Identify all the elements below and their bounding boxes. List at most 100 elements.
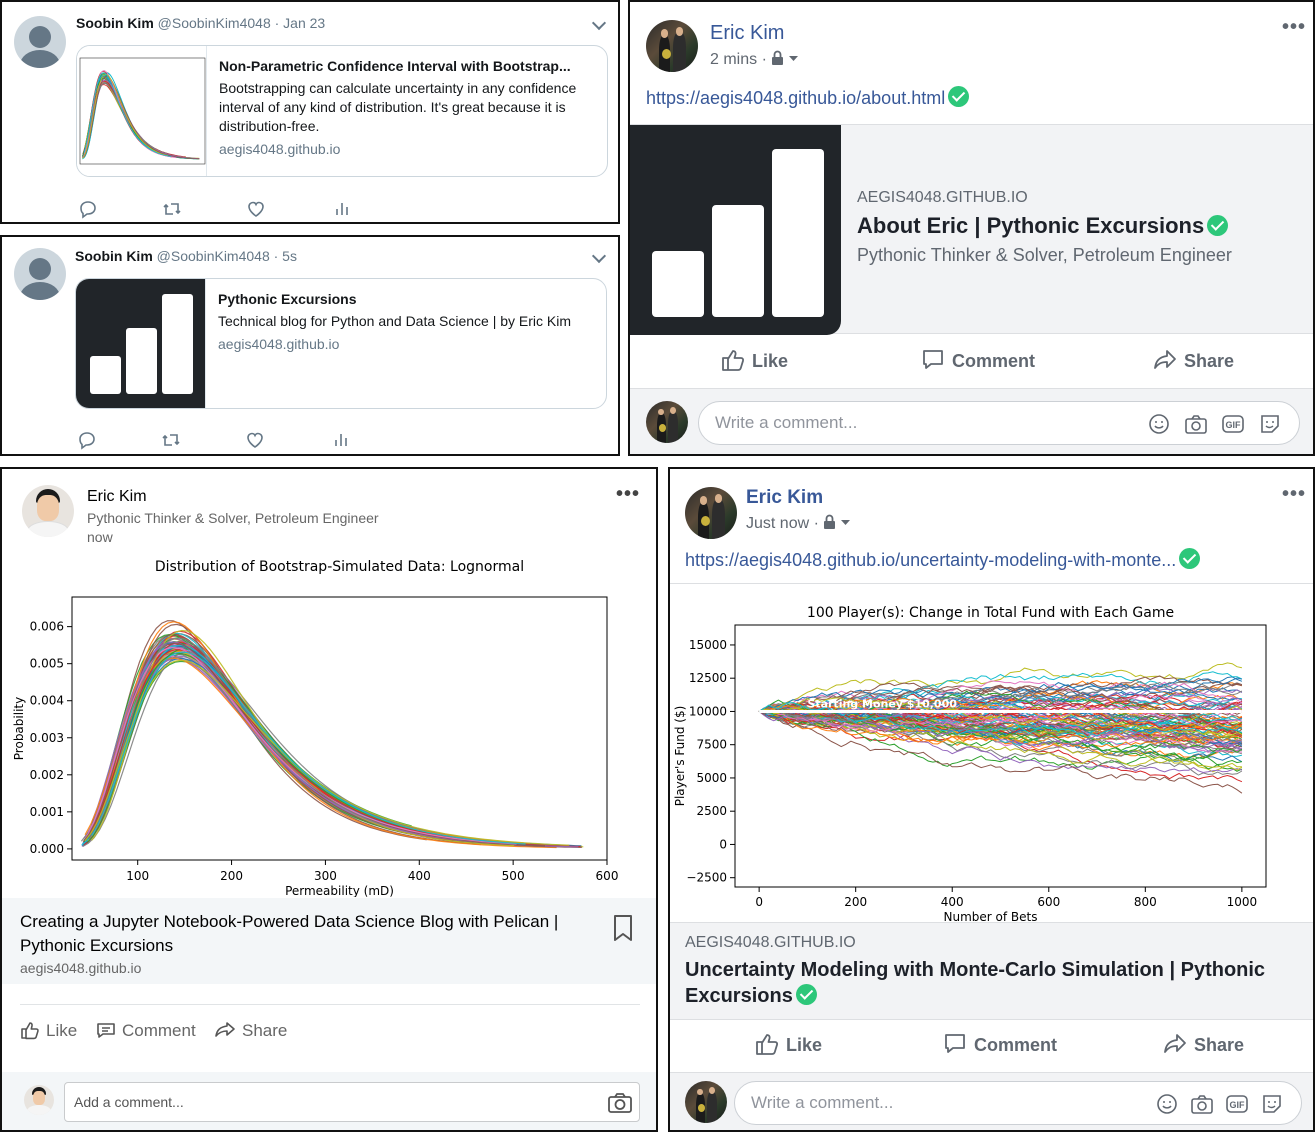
starting-money-annotation: Starting Money $10,000 <box>807 697 957 710</box>
verified-check-icon <box>1207 215 1229 236</box>
simulation-line <box>758 710 1243 794</box>
y-tick-label: 0.002 <box>30 768 64 782</box>
y-tick-label: 0.006 <box>30 620 64 634</box>
series-line <box>85 649 577 847</box>
tweet-timestamp[interactable]: · Jan 23 <box>274 15 326 31</box>
like-button[interactable]: Like <box>754 1031 822 1057</box>
more-options-icon[interactable]: ••• <box>616 483 641 505</box>
post-timestamp[interactable]: 2 mins · <box>710 51 767 68</box>
bootstrap-chart-thumbnail <box>77 46 206 176</box>
site-logo-thumbnail <box>630 125 841 335</box>
lock-icon[interactable] <box>823 514 853 530</box>
heart-icon[interactable] <box>245 430 265 450</box>
default-avatar-icon[interactable] <box>14 16 66 68</box>
post-author-name[interactable]: Eric Kim <box>746 487 824 508</box>
retweet-icon[interactable] <box>162 199 182 219</box>
post-timestamp[interactable]: Just now · <box>746 515 819 532</box>
share-button[interactable]: Share <box>214 1020 287 1041</box>
verified-check-icon <box>948 86 970 107</box>
camera-icon[interactable] <box>1184 412 1208 436</box>
emoji-icon[interactable] <box>1147 412 1171 436</box>
series-line <box>87 646 584 848</box>
camera-icon[interactable] <box>1190 1092 1214 1116</box>
series-line <box>88 621 557 849</box>
comment-button[interactable]: Comment <box>96 1020 196 1041</box>
author-avatar[interactable] <box>685 487 737 539</box>
series-line <box>90 633 413 836</box>
heart-icon[interactable] <box>246 199 266 219</box>
bootstrap-lognormal-chart: Distribution of Bootstrap-Simulated Data… <box>12 559 619 897</box>
y-tick-label: −2500 <box>686 871 727 885</box>
tweet-author-name[interactable]: Soobin Kim <box>76 15 154 31</box>
x-tick-label: 0 <box>755 895 763 909</box>
tweet-panel-1: Soobin Kim @SoobinKim4048 · Jan 23 Non-P… <box>0 0 620 224</box>
emoji-icon[interactable] <box>1155 1092 1179 1116</box>
comment-button[interactable]: Comment <box>942 1031 1057 1057</box>
default-avatar-icon[interactable] <box>14 248 66 300</box>
chart-title: 100 Player(s): Change in Total Fund with… <box>807 605 1174 621</box>
series-line <box>91 623 481 846</box>
tweet-timestamp[interactable]: · 5s <box>273 248 297 264</box>
camera-icon[interactable] <box>607 1091 633 1115</box>
series-line <box>91 643 582 848</box>
article-link-card[interactable]: Creating a Jupyter Notebook-Powered Data… <box>2 898 656 984</box>
y-tick-label: 0.001 <box>30 805 64 819</box>
lock-icon[interactable] <box>771 50 801 66</box>
like-button[interactable]: Like <box>720 347 788 373</box>
tweet-author-name[interactable]: Soobin Kim <box>75 248 153 264</box>
commenter-avatar <box>685 1081 727 1123</box>
tweet-panel-2: Soobin Kim @SoobinKim4048 · 5s Pythonic … <box>0 235 620 456</box>
reply-icon[interactable] <box>78 199 98 219</box>
comment-button[interactable]: Comment <box>920 347 1035 373</box>
thumbs-up-icon <box>21 1022 39 1040</box>
tweet-author-handle[interactable]: @SoobinKim4048 <box>157 15 271 31</box>
commenter-photo <box>24 1085 54 1115</box>
comment-input[interactable]: Write a comment... GIF <box>698 401 1300 445</box>
simulation-line <box>758 702 1243 738</box>
author-photo[interactable] <box>22 485 74 537</box>
chevron-down-icon[interactable] <box>591 15 607 31</box>
comment-input[interactable]: Write a comment... GIF <box>734 1081 1302 1125</box>
share-label: Share <box>1194 1035 1245 1055</box>
simulation-line <box>758 690 1243 723</box>
x-tick-label: 300 <box>314 869 337 883</box>
comment-label: Comment <box>952 351 1036 371</box>
gif-icon[interactable]: GIF <box>1221 412 1245 436</box>
reply-icon[interactable] <box>77 430 97 450</box>
author-headline: Pythonic Thinker & Solver, Petroleum Eng… <box>87 510 379 526</box>
like-label: Like <box>46 1021 78 1040</box>
post-link[interactable]: https://aegis4048.github.io/uncertainty-… <box>685 550 1177 570</box>
more-options-icon[interactable]: ••• <box>1282 483 1307 505</box>
series-line <box>91 651 526 845</box>
series-line <box>84 659 570 846</box>
link-preview-card[interactable]: AEGIS4048.GITHUB.IO Uncertainty Modeling… <box>670 922 1313 1020</box>
simulation-line <box>758 709 1243 732</box>
preview-description: Pythonic Thinker & Solver, Petroleum Eng… <box>857 245 1232 265</box>
x-tick-label: 600 <box>596 869 619 883</box>
post-link[interactable]: https://aegis4048.github.io/about.html <box>646 88 946 108</box>
tweet-author-handle[interactable]: @SoobinKim4048 <box>156 248 270 264</box>
sticker-icon[interactable] <box>1260 1092 1284 1116</box>
share-button[interactable]: Share <box>1162 1031 1244 1057</box>
add-comment-input[interactable]: Add a comment... <box>64 1082 640 1122</box>
post-author-name[interactable]: Eric Kim <box>87 488 147 505</box>
x-tick-label: 800 <box>1134 895 1157 909</box>
svg-text:GIF: GIF <box>1226 420 1242 430</box>
author-avatar[interactable] <box>646 20 698 72</box>
x-tick-label: 400 <box>941 895 964 909</box>
tweet-link-card[interactable]: Non-Parametric Confidence Interval with … <box>76 45 608 177</box>
more-options-icon[interactable]: ••• <box>1282 16 1307 38</box>
retweet-icon[interactable] <box>161 430 181 450</box>
tweet-link-card[interactable]: Pythonic Excursions Technical blog for P… <box>75 278 607 409</box>
bookmark-icon[interactable] <box>612 914 634 942</box>
sticker-icon[interactable] <box>1258 412 1282 436</box>
comment-icon <box>97 1023 115 1038</box>
chevron-down-icon[interactable] <box>591 248 607 264</box>
post-author-name[interactable]: Eric Kim <box>710 22 785 44</box>
share-button[interactable]: Share <box>1152 347 1234 373</box>
gif-icon[interactable]: GIF <box>1225 1092 1249 1116</box>
analytics-icon[interactable] <box>332 199 352 219</box>
link-preview-card[interactable]: AEGIS4048.GITHUB.IO About Eric | Pythoni… <box>630 124 1313 335</box>
analytics-icon[interactable] <box>331 430 351 450</box>
like-button[interactable]: Like <box>20 1020 77 1041</box>
